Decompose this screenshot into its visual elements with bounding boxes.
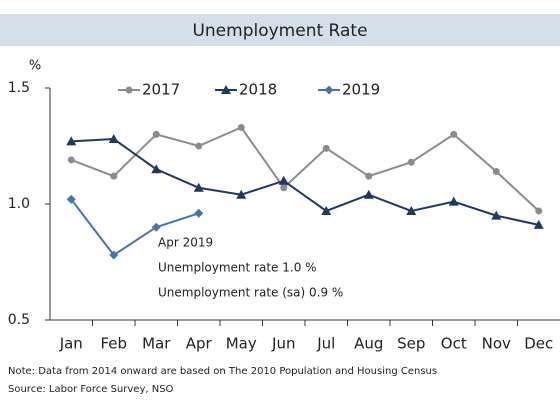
x-tick-label: Nov [482,335,511,353]
marker [278,175,289,185]
marker [66,136,77,146]
legend-label: 2019 [342,81,380,99]
y-tick-label: 1.0 [8,196,30,212]
marker [280,184,288,192]
marker [194,208,204,218]
x-tick-label: Apr [186,335,213,353]
marker [363,189,374,199]
marker [450,130,458,138]
y-tick-label: 1.5 [8,80,30,96]
marker [67,156,75,164]
series-line [71,138,539,226]
marker [321,205,332,215]
marker [66,194,76,204]
marker [492,168,500,176]
annotation: Unemployment rate (sa) 0.9 % [158,286,343,300]
legend-marker [221,85,231,94]
marker [151,164,162,174]
marker [110,172,118,180]
x-tick-label: Dec [524,335,553,353]
x-tick-label: May [226,335,257,353]
y-axis-label: % [29,59,41,74]
legend-label: 2017 [142,81,180,99]
title-bar [0,14,560,46]
marker [448,196,459,206]
x-tick-label: Jan [59,335,83,353]
x-tick-label: Sep [397,335,425,353]
marker [195,142,203,150]
marker [407,158,415,166]
marker [236,189,247,199]
x-tick-label: Jun [271,335,295,353]
marker [406,205,417,215]
legend-marker [324,85,334,95]
marker [533,219,544,229]
x-tick-label: Mar [142,335,171,353]
marker [365,172,373,180]
legend-marker [125,86,133,94]
marker [322,144,330,152]
legend-label: 2018 [239,81,277,99]
marker [491,210,502,220]
marker [193,182,204,192]
x-tick-label: Oct [441,335,467,353]
x-tick-label: Aug [354,335,383,353]
marker [152,130,160,138]
note: Note: Data from 2014 onward are based on… [8,366,437,377]
x-tick-label: Feb [100,335,127,353]
marker [535,207,543,215]
marker [108,134,119,144]
x-tick-label: Jul [316,335,335,353]
series-line [70,198,200,257]
chart-title: Unemployment Rate [192,21,367,41]
annotation: Apr 2019 [158,236,213,250]
y-tick-label: 0.5 [8,312,30,328]
series-line [70,126,540,212]
marker [151,222,161,232]
marker [109,250,119,260]
annotation: Unemployment rate 1.0 % [158,261,317,275]
note: Source: Labor Force Survey, NSO [8,384,174,395]
marker [237,123,245,131]
